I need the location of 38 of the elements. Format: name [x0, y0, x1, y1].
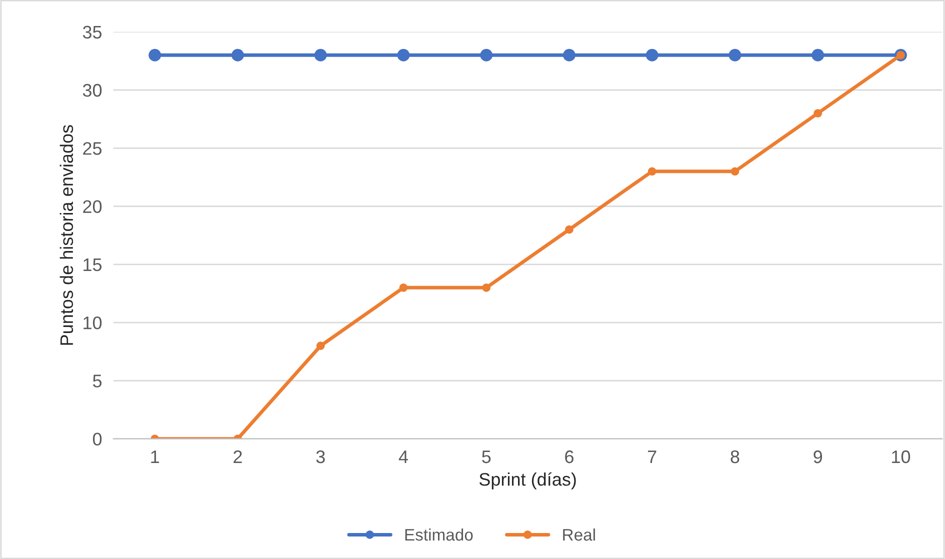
point — [814, 109, 822, 118]
y-tick-label: 15 — [84, 258, 102, 272]
point — [730, 167, 740, 176]
point — [646, 48, 658, 62]
point — [728, 48, 742, 62]
y-tick-label: 25 — [83, 142, 102, 155]
y-tick-label: 0 — [92, 432, 102, 446]
point — [231, 48, 244, 62]
x-tick-label: 6 — [565, 450, 574, 464]
y-tick-label: 10 — [84, 316, 102, 330]
point — [397, 48, 410, 62]
point — [812, 48, 824, 62]
point — [565, 225, 574, 234]
point — [648, 167, 656, 176]
legend-label: Estimado — [405, 528, 473, 541]
x-tick-label: 5 — [482, 450, 491, 464]
point — [480, 48, 493, 62]
point — [399, 283, 408, 292]
x-tick-label: 1 — [151, 450, 159, 464]
x-tick-label: 3 — [316, 450, 325, 464]
y-tick-label: 20 — [83, 200, 102, 213]
y-tick-label: 5 — [92, 374, 102, 388]
x-tick-label: 2 — [234, 450, 242, 464]
point — [562, 48, 576, 62]
y-tick-label: 30 — [82, 84, 102, 97]
y-axis-title: Puntos de historia enviados — [60, 125, 74, 345]
point — [316, 342, 325, 350]
x-tick-label: 4 — [398, 450, 408, 464]
x-tick-label: 8 — [730, 450, 740, 464]
point — [482, 283, 491, 292]
point — [314, 48, 327, 62]
x-tick-label: 10 — [892, 450, 910, 464]
point — [148, 48, 162, 62]
legend-label: Real — [563, 528, 595, 541]
x-tick-label: 7 — [648, 450, 656, 464]
x-axis-title: Sprint (días) — [479, 472, 576, 490]
x-tick-label: 9 — [814, 450, 822, 464]
y-tick-label: 35 — [82, 26, 102, 39]
